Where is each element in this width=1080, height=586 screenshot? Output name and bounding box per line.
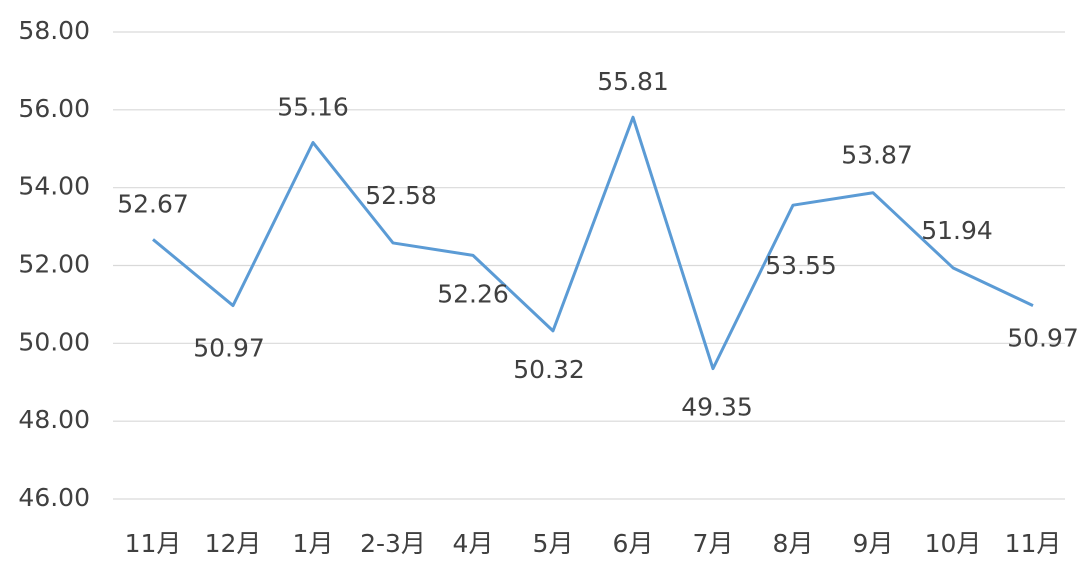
data-label: 55.81: [597, 67, 669, 96]
x-tick-label: 1月: [293, 529, 334, 558]
x-tick-label: 2-3月: [360, 529, 426, 558]
data-label: 50.97: [1007, 324, 1079, 353]
y-tick-label: 52.00: [18, 250, 90, 279]
x-tick-label: 4月: [453, 529, 494, 558]
y-tick-label: 48.00: [18, 405, 90, 434]
x-tick-label: 9月: [853, 529, 894, 558]
x-tick-label: 5月: [533, 529, 574, 558]
data-label: 51.94: [921, 216, 993, 245]
x-tick-label: 6月: [613, 529, 654, 558]
y-tick-label: 54.00: [18, 172, 90, 201]
y-tick-label: 56.00: [18, 94, 90, 123]
data-label: 53.55: [765, 251, 837, 280]
x-tick-label: 12月: [205, 529, 262, 558]
x-tick-label: 10月: [925, 529, 982, 558]
data-label: 53.87: [841, 141, 913, 170]
x-tick-label: 7月: [693, 529, 734, 558]
y-tick-label: 50.00: [18, 327, 90, 356]
data-label: 52.67: [117, 189, 189, 218]
x-tick-label: 11月: [1005, 529, 1062, 558]
data-label: 50.32: [513, 355, 585, 384]
data-label: 49.35: [681, 393, 753, 422]
y-tick-label: 46.00: [18, 483, 90, 512]
data-label: 50.97: [193, 334, 265, 363]
y-tick-label: 58.00: [18, 16, 90, 45]
x-tick-label: 11月: [125, 529, 182, 558]
x-tick-label: 8月: [773, 529, 814, 558]
data-label: 52.26: [437, 279, 509, 308]
data-label: 55.16: [277, 93, 349, 122]
data-line: [152, 115, 1034, 371]
data-label: 52.58: [365, 181, 437, 210]
